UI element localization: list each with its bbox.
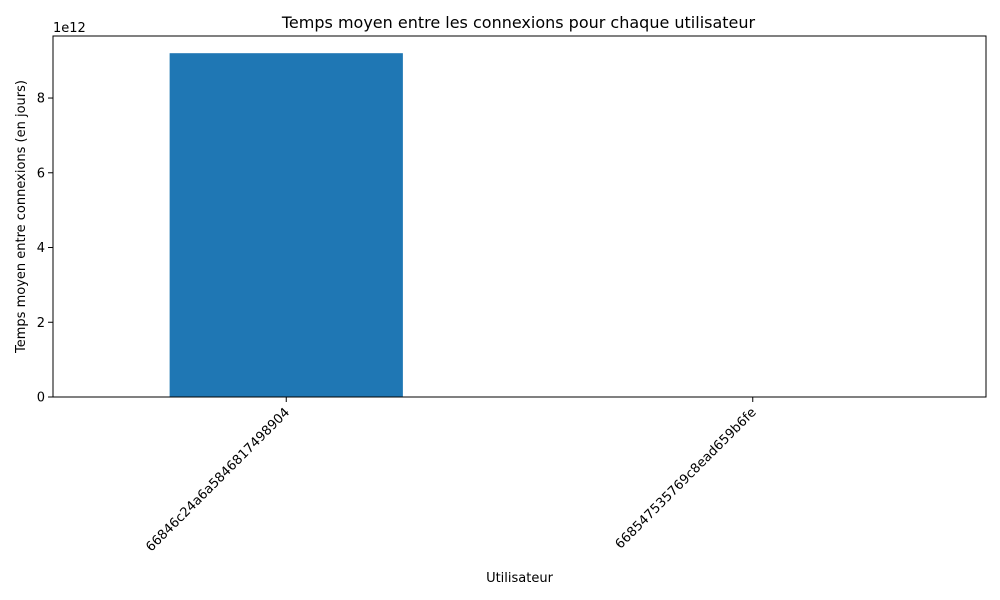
y-axis-ticks: 0 2 4 6 8 <box>37 92 53 406</box>
chart-title: Temps moyen entre les connexions pour ch… <box>281 13 756 32</box>
x-tick-label: 668547535769c8ead659b6fe <box>613 405 760 552</box>
y-tick-label: 6 <box>37 166 45 181</box>
x-axis-ticks: 66846c24a6a5846817498904 668547535769c8ea… <box>143 397 760 555</box>
y-axis-label: Temps moyen entre connexions (en jours) <box>14 80 29 354</box>
y-tick-label: 2 <box>37 316 45 331</box>
y-tick-label: 4 <box>37 241 45 256</box>
bar-1 <box>169 53 403 397</box>
y-tick-label: 8 <box>37 92 45 107</box>
x-axis-label: Utilisateur <box>486 571 554 586</box>
axes-frame <box>52 35 987 398</box>
y-tick-label: 0 <box>37 391 45 406</box>
bars-group <box>169 53 403 397</box>
y-axis-offset-label: 1e12 <box>53 21 86 36</box>
x-tick-label: 66846c24a6a5846817498904 <box>143 405 293 555</box>
